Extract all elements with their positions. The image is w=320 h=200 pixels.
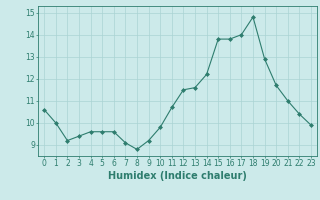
X-axis label: Humidex (Indice chaleur): Humidex (Indice chaleur) <box>108 171 247 181</box>
